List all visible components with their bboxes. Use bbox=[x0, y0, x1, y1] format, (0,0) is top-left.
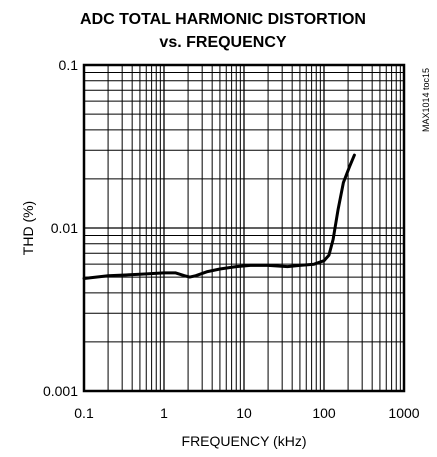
x-tick-label: 1000 bbox=[388, 405, 419, 421]
chart-title-line2: vs. FREQUENCY bbox=[159, 34, 286, 51]
chart-title-line1: ADC TOTAL HARMONIC DISTORTION bbox=[80, 11, 366, 28]
y-tick-label: 0.01 bbox=[51, 220, 78, 236]
y-tick-label: 0.1 bbox=[59, 57, 79, 73]
plot-frame bbox=[82, 63, 406, 393]
y-axis-label: THD (%) bbox=[20, 201, 36, 255]
x-tick-label: 10 bbox=[236, 405, 252, 421]
x-tick-label: 0.1 bbox=[74, 405, 94, 421]
x-axis-label: FREQUENCY (kHz) bbox=[182, 433, 307, 449]
figure-annotation: MAX1014 toc15 bbox=[421, 68, 431, 132]
grid bbox=[83, 65, 404, 392]
tick-labels: 0.1 1 10 100 1000 0.001 0.01 0.1 bbox=[43, 57, 420, 421]
x-tick-label: 1 bbox=[160, 405, 168, 421]
x-tick-label: 100 bbox=[312, 405, 336, 421]
thd-series-line bbox=[82, 153, 356, 280]
y-tick-label: 0.001 bbox=[43, 383, 78, 399]
